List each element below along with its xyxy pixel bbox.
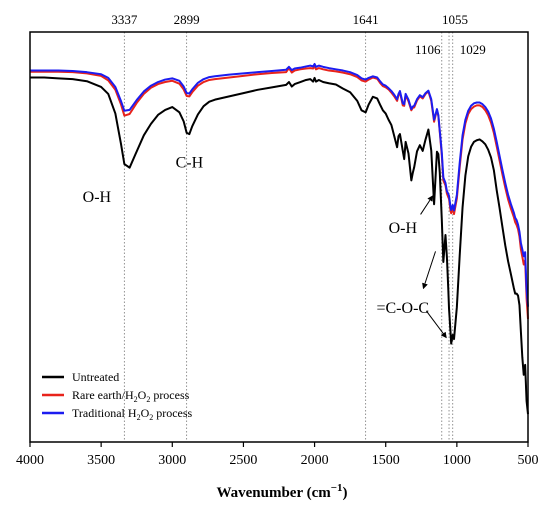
x-tick-label-2500: 2500 bbox=[229, 453, 257, 468]
peak-label-1641: 1641 bbox=[353, 12, 379, 27]
x-tick-label-1000: 1000 bbox=[443, 453, 471, 468]
legend-label-traditional: Traditional H2O2 process bbox=[72, 406, 193, 422]
annotation-o-h-2: O-H bbox=[389, 220, 418, 237]
legend-item-rare-earth: Rare earth/H2O2 process bbox=[42, 388, 190, 404]
x-tick-label-2000: 2000 bbox=[301, 453, 329, 468]
plot-frame bbox=[29, 31, 529, 443]
peak-label-2899: 2899 bbox=[174, 12, 200, 27]
x-tick-label-3500: 3500 bbox=[87, 453, 115, 468]
legend-item-untreated: Untreated bbox=[42, 370, 119, 384]
legend-label-untreated: Untreated bbox=[72, 370, 119, 384]
series-layer bbox=[30, 62, 529, 415]
x-axis-title: Wavenumber (cm−1) bbox=[216, 482, 347, 501]
peak-label-1055: 1055 bbox=[442, 12, 468, 27]
x-tick-label-3000: 3000 bbox=[158, 453, 186, 468]
arrow-coc-to-peak bbox=[425, 310, 447, 339]
legend-label-rare-earth: Rare earth/H2O2 process bbox=[72, 388, 190, 404]
arrow-oh-to-peak bbox=[420, 195, 434, 215]
legend: Untreated Rare earth/H2O2 process Tradit… bbox=[42, 370, 193, 422]
series-line-traditional-h bbox=[30, 62, 529, 307]
annotation-arrows bbox=[420, 195, 447, 339]
x-tick-label-4000: 4000 bbox=[16, 453, 44, 468]
peak-label-1106: 1106 bbox=[415, 42, 441, 57]
peak-label-1029: 1029 bbox=[460, 42, 486, 57]
series-line-untreated bbox=[30, 76, 529, 415]
annotation-c-o-c-3: =C-O-C bbox=[376, 300, 429, 317]
x-tick-label-500: 500 bbox=[518, 453, 539, 468]
legend-item-traditional: Traditional H2O2 process bbox=[42, 406, 193, 422]
band-annotations: O-H C-H O-H =C-O-C bbox=[83, 154, 429, 317]
peak-label-3337: 3337 bbox=[111, 12, 138, 27]
annotation-o-h-0: O-H bbox=[83, 189, 112, 206]
annotation-c-h-1: C-H bbox=[176, 154, 204, 171]
arrow-oh-to-coc bbox=[422, 251, 436, 290]
x-axis-ticks: 4000 3500 3000 2500 2000 1500 1000 500 bbox=[16, 442, 539, 468]
x-tick-label-1500: 1500 bbox=[372, 453, 400, 468]
